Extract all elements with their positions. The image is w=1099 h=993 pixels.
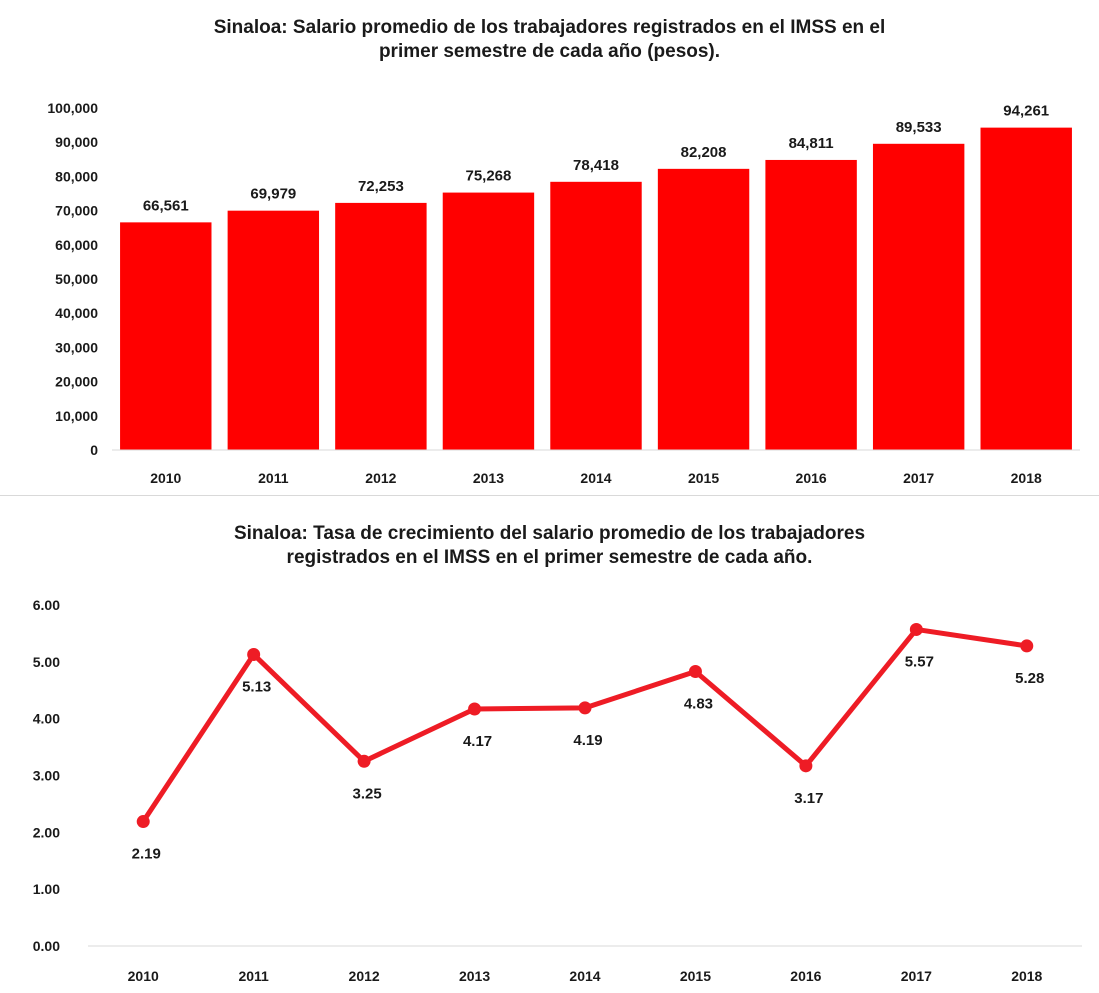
x-tick-label: 2014 [569, 968, 600, 984]
point-value-label: 4.83 [684, 695, 713, 712]
line-chart-title: Sinaloa: Tasa de crecimiento del salario… [233, 523, 866, 568]
bar-2017 [872, 143, 965, 451]
y-tick-label: 30,000 [55, 339, 98, 355]
bar-value-label: 78,418 [573, 157, 619, 174]
bar-2013 [442, 192, 535, 450]
y-tick-label: 100,000 [47, 100, 98, 116]
x-tick-label: 2015 [688, 470, 719, 486]
point-2010 [136, 815, 150, 829]
x-tick-label: 2018 [1011, 470, 1042, 486]
bar-value-label: 69,979 [250, 186, 296, 203]
y-tick-label: 4.00 [33, 711, 60, 727]
x-tick-label: 2014 [580, 470, 611, 486]
bar-2018 [980, 127, 1072, 450]
bar-value-label: 94,261 [1003, 103, 1049, 120]
x-tick-label: 2013 [459, 968, 490, 984]
x-tick-label: 2013 [473, 470, 504, 486]
point-value-label: 5.57 [905, 653, 934, 670]
point-value-label: 5.13 [242, 678, 271, 695]
point-2013 [468, 702, 482, 716]
y-tick-label: 0.00 [33, 938, 60, 954]
bar-2015 [657, 168, 750, 450]
x-tick-label: 2010 [150, 470, 181, 486]
bar-value-label: 72,253 [358, 178, 404, 195]
x-tick-label: 2012 [349, 968, 380, 984]
bar-2012 [335, 202, 427, 450]
growth-line-chart-panel: Sinaloa: Tasa de crecimiento del salario… [0, 498, 1099, 993]
point-2015 [688, 664, 702, 678]
x-tick-label: 2016 [790, 968, 821, 984]
y-tick-label: 1.00 [33, 881, 60, 897]
y-tick-label: 90,000 [55, 134, 98, 150]
y-tick-label: 70,000 [55, 203, 98, 219]
point-2012 [357, 754, 371, 768]
y-tick-label: 3.00 [33, 768, 60, 784]
y-tick-label: 40,000 [55, 305, 98, 321]
point-2017 [909, 622, 923, 636]
point-value-label: 2.19 [132, 846, 161, 863]
y-tick-label: 20,000 [55, 374, 98, 390]
x-tick-label: 2015 [680, 968, 711, 984]
point-value-label: 3.17 [794, 790, 823, 807]
point-2014 [578, 701, 592, 715]
bar-value-label: 89,533 [896, 119, 942, 136]
bar-2014 [550, 181, 642, 451]
x-tick-label: 2017 [901, 968, 932, 984]
point-value-label: 3.25 [353, 785, 382, 802]
line-chart-plot: 0.00 1.00 2.00 3.00 4.00 5.00 6.00 2.19 2010 5.13… [33, 597, 1082, 984]
bar-2010 [120, 222, 212, 450]
x-tick-label: 2017 [903, 470, 934, 486]
y-tick-label: 0 [90, 442, 98, 458]
bar-value-label: 82,208 [681, 144, 727, 161]
y-tick-label: 80,000 [55, 168, 98, 184]
bar-value-label: 66,561 [143, 197, 189, 214]
y-tick-label: 60,000 [55, 237, 98, 253]
x-tick-label: 2011 [258, 470, 289, 486]
y-tick-label: 2.00 [33, 824, 60, 840]
point-2018 [1020, 639, 1034, 653]
y-tick-label: 6.00 [33, 597, 60, 613]
point-value-label: 4.19 [573, 732, 602, 749]
growth-rate-line [140, 626, 1030, 825]
x-tick-label: 2016 [796, 470, 827, 486]
x-tick-label: 2011 [238, 968, 269, 984]
bar-2016 [765, 159, 857, 450]
y-tick-label: 5.00 [33, 654, 60, 670]
bar-chart-plot: 0 10,000 20,000 30,000 40,000 50,000 60,000 70,… [47, 100, 1080, 486]
bar-value-label: 75,268 [465, 168, 511, 185]
point-value-label: 5.28 [1015, 670, 1044, 687]
salary-bar-chart-panel: Sinaloa: Salario promedio de los trabaja… [0, 0, 1099, 496]
bar-chart-title: Sinaloa: Salario promedio de los trabaja… [213, 17, 886, 62]
point-2016 [799, 759, 813, 773]
point-value-label: 4.17 [463, 733, 492, 750]
x-tick-label: 2010 [128, 968, 159, 984]
x-tick-label: 2012 [365, 470, 396, 486]
x-tick-label: 2018 [1011, 968, 1042, 984]
point-2011 [247, 647, 261, 661]
y-tick-label: 10,000 [55, 408, 98, 424]
bar-value-label: 84,811 [789, 135, 834, 152]
y-tick-label: 50,000 [55, 271, 98, 287]
bar-2011 [227, 210, 320, 450]
